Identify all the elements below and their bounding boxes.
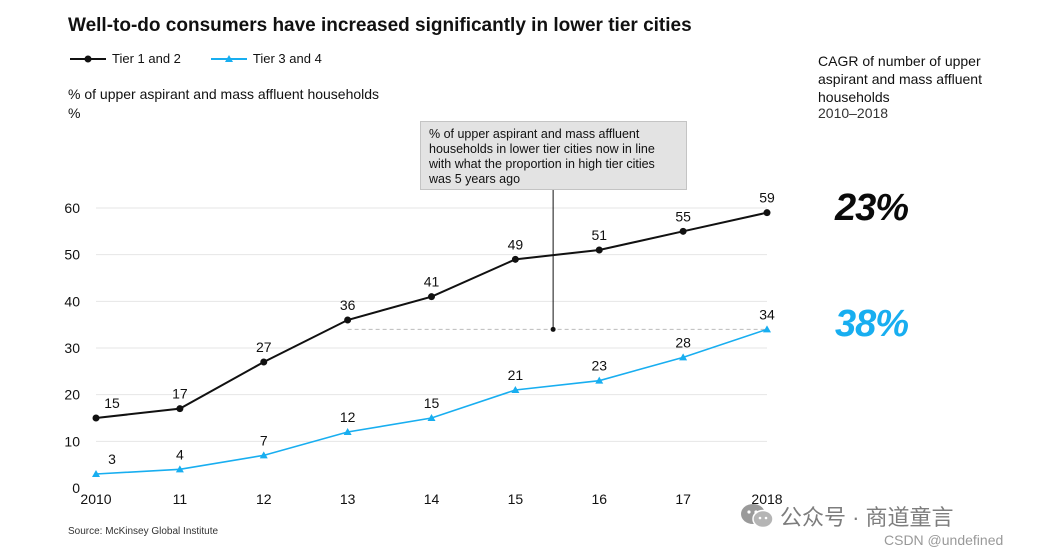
data-point <box>427 414 436 421</box>
watermark-text: 公众号 · 商道童言 <box>780 505 954 530</box>
data-label: 36 <box>340 297 356 313</box>
csdn-credit: CSDN @undefined <box>884 532 1004 548</box>
x-tick-label: 15 <box>508 491 524 507</box>
legend: Tier 1 and 2 Tier 3 and 4 <box>70 51 352 66</box>
legend-item-tier-1-2: Tier 1 and 2 <box>70 51 181 66</box>
data-label: 34 <box>759 306 775 322</box>
data-label: 7 <box>260 432 268 448</box>
data-label: 23 <box>591 358 607 374</box>
data-point <box>92 470 100 477</box>
x-tick-label: 11 <box>173 491 188 507</box>
legend-item-tier-3-4: Tier 3 and 4 <box>210 51 322 66</box>
data-point <box>176 405 184 413</box>
y-tick-label: 10 <box>64 433 80 449</box>
x-tick-label: 14 <box>424 491 440 507</box>
chart-title: Well-to-do consumers have increased sign… <box>68 15 692 36</box>
data-point <box>679 227 687 235</box>
data-label: 17 <box>172 386 188 402</box>
data-point <box>763 325 771 333</box>
data-point <box>260 358 268 366</box>
data-point <box>595 246 603 254</box>
data-point <box>428 293 435 301</box>
data-point <box>259 451 268 459</box>
y-tick-label: 50 <box>64 247 80 263</box>
y-tick-label: 20 <box>64 387 80 403</box>
data-label: 55 <box>675 208 691 224</box>
data-point <box>92 414 100 422</box>
x-tick-label: 13 <box>340 491 356 507</box>
y-tick-label: 0 <box>72 480 80 496</box>
data-label: 51 <box>591 227 607 243</box>
cagr-period: 2010–2018 <box>818 105 889 121</box>
cagr-tier-1-2: 23% <box>835 187 909 229</box>
data-point <box>679 353 688 361</box>
data-label: 15 <box>104 395 120 411</box>
x-tick-label: 2018 <box>751 491 782 507</box>
data-label: 15 <box>424 395 440 411</box>
data-point <box>511 386 520 393</box>
data-label: 3 <box>108 451 116 467</box>
cagr-label: CAGR of number of upper aspirant and mas… <box>818 53 982 105</box>
y-axis-title: % of upper aspirant and mass affluent ho… <box>68 86 380 102</box>
data-label: 49 <box>508 236 524 252</box>
data-point <box>763 209 771 217</box>
data-label: 28 <box>675 334 691 350</box>
data-point <box>344 316 352 324</box>
data-label: 59 <box>759 190 775 206</box>
data-label: 41 <box>424 274 440 290</box>
data-label: 27 <box>256 339 272 355</box>
data-point <box>595 376 604 384</box>
legend-marker-triangle-icon <box>210 54 247 62</box>
data-point <box>343 428 352 435</box>
x-tick-label: 12 <box>256 491 272 507</box>
x-tick-label: 2010 <box>80 491 111 507</box>
data-point <box>511 255 519 263</box>
wechat-icon <box>741 504 774 529</box>
y-tick-label: 40 <box>64 293 80 309</box>
legend-label-tier-1-2: Tier 1 and 2 <box>112 51 181 66</box>
x-tick-label: 16 <box>591 491 607 507</box>
source-note: Source: McKinsey Global Institute <box>68 526 219 537</box>
data-point <box>175 465 184 473</box>
x-tick-label: 17 <box>675 491 691 507</box>
data-label: 12 <box>340 409 356 425</box>
cagr-tier-3-4: 38% <box>835 303 909 345</box>
callout-box: % of upper aspirant and mass affluent ho… <box>420 121 687 190</box>
callout-anchor-point <box>550 326 556 332</box>
y-tick-label: 30 <box>64 340 80 356</box>
y-tick-label: 60 <box>64 200 80 216</box>
watermark: 公众号 · 商道童言 <box>740 500 954 532</box>
legend-marker-circle-icon <box>70 55 106 62</box>
series-line-1 <box>95 211 768 419</box>
data-label: 21 <box>508 367 524 383</box>
legend-label-tier-3-4: Tier 3 and 4 <box>252 51 322 66</box>
data-label: 4 <box>176 446 184 462</box>
y-axis-unit: % <box>68 105 81 121</box>
